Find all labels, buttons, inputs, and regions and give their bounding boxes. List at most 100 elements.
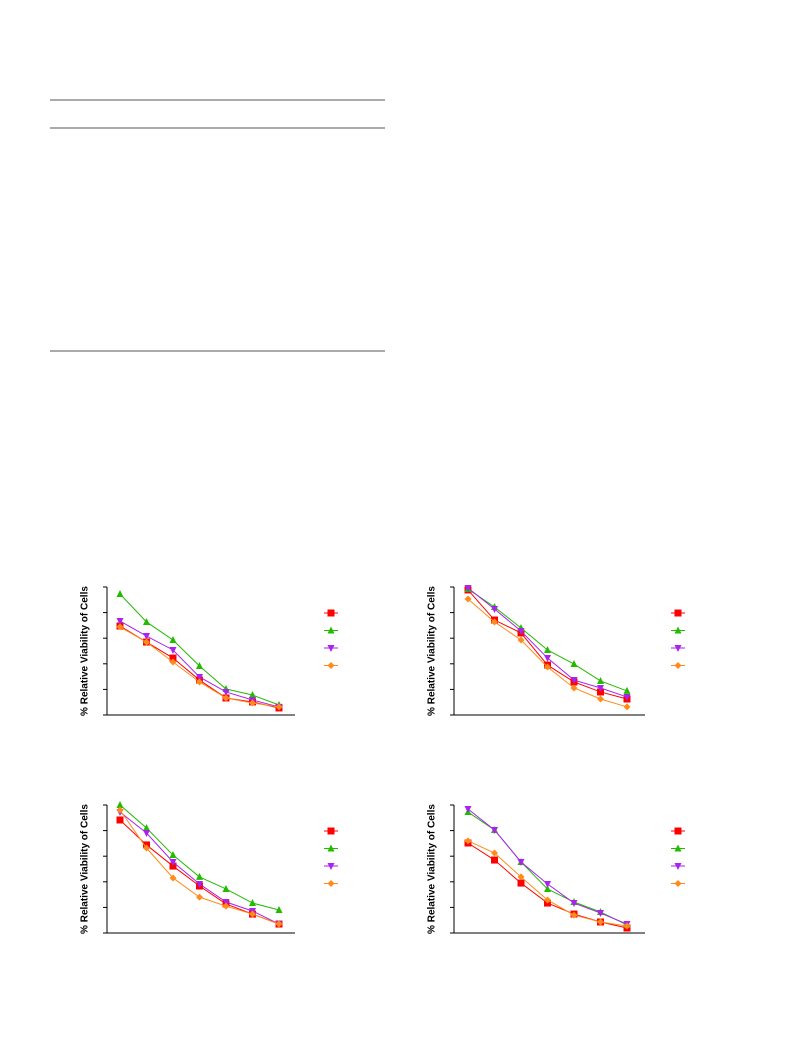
marker [116, 801, 124, 808]
marker [544, 663, 551, 671]
series-line [467, 811, 628, 926]
marker [249, 691, 256, 699]
legend-marker [327, 609, 335, 617]
legend-marker [327, 863, 335, 870]
marker [570, 900, 578, 908]
marker [623, 693, 631, 701]
legend-marker [327, 844, 335, 852]
marker [196, 880, 203, 888]
legend-marker [674, 645, 682, 652]
marker [491, 849, 498, 857]
marker [464, 805, 472, 813]
legend-marker [674, 880, 682, 887]
marker [597, 695, 604, 703]
marker [544, 880, 551, 888]
legend-marker [674, 863, 682, 870]
marker [169, 862, 177, 870]
marker [464, 595, 472, 603]
marker [196, 893, 203, 901]
legend-marker [327, 662, 335, 669]
legend-marker [674, 662, 682, 669]
marker [517, 873, 525, 881]
marker [143, 638, 150, 646]
marker [116, 816, 124, 824]
marker [623, 686, 631, 694]
marker [597, 684, 604, 692]
marker [222, 688, 230, 696]
marker [544, 655, 551, 663]
legend-marker [674, 609, 682, 617]
marker [222, 694, 230, 702]
marker [570, 911, 578, 919]
marker [249, 910, 256, 918]
marker [169, 654, 177, 662]
marker [169, 658, 177, 666]
y-axis-label: % Relative Viability of Cells [80, 586, 91, 716]
marker [143, 824, 150, 832]
marker [169, 874, 177, 882]
legend-marker [674, 626, 682, 634]
marker [544, 884, 551, 892]
marker [544, 645, 551, 653]
marker [116, 618, 124, 626]
marker [116, 806, 124, 814]
legend-marker [674, 827, 682, 835]
marker [196, 678, 203, 686]
series-line [467, 808, 628, 925]
marker [517, 858, 525, 866]
marker [143, 830, 150, 838]
marker [597, 918, 604, 926]
marker [491, 606, 498, 614]
marker [570, 660, 578, 668]
marker [464, 837, 472, 845]
series-line [467, 588, 628, 692]
legend-marker [327, 880, 335, 887]
marker [623, 922, 631, 930]
marker [196, 661, 203, 669]
marker [143, 617, 150, 625]
legend-marker [327, 827, 335, 835]
y-axis-label: % Relative Viability of Cells [80, 804, 91, 934]
legend-marker [327, 626, 335, 634]
marker [517, 636, 525, 644]
marker [623, 703, 631, 711]
series-line [119, 593, 280, 706]
series-line [119, 809, 280, 925]
marker [275, 703, 283, 711]
marker [222, 884, 230, 892]
y-axis-label: % Relative Viability of Cells [427, 804, 438, 934]
marker [570, 684, 578, 692]
marker [597, 910, 604, 918]
marker [275, 920, 283, 928]
marker [143, 633, 150, 641]
marker [169, 646, 177, 654]
marker [597, 676, 604, 684]
series-line [467, 587, 628, 698]
marker [570, 677, 578, 685]
marker [169, 851, 177, 859]
legend-marker [327, 645, 335, 652]
marker [222, 899, 230, 907]
marker [249, 699, 256, 707]
marker [544, 896, 551, 904]
y-axis-label: % Relative Viability of Cells [427, 586, 438, 716]
marker [517, 879, 525, 887]
marker [464, 585, 472, 593]
marker [275, 905, 283, 913]
marker [222, 902, 230, 910]
series-line [119, 811, 280, 925]
marker [169, 635, 177, 643]
marker [491, 826, 498, 834]
marker [169, 858, 177, 866]
marker [116, 623, 124, 631]
marker [116, 590, 124, 598]
marker [517, 628, 525, 636]
marker [491, 618, 498, 626]
marker [143, 844, 150, 852]
marker [196, 673, 203, 681]
marker [249, 899, 256, 907]
legend-marker [674, 844, 682, 852]
marker [491, 856, 498, 864]
